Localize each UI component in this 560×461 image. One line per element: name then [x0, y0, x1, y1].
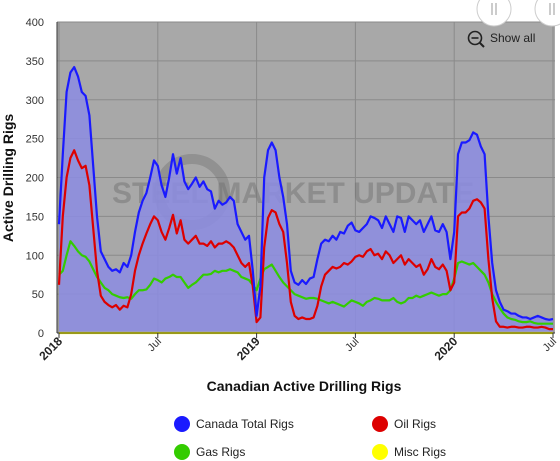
oil-rigs-line	[57, 149, 553, 331]
legend-item-misc-rigs[interactable]: Misc Rigs	[372, 444, 446, 460]
y-axis-title: Active Drilling Rigs	[0, 114, 16, 243]
zoom-out-icon-handle	[479, 42, 485, 48]
legend-label-canada-total-rigs: Canada Total Rigs	[196, 417, 294, 431]
x-tick-label: 2020	[432, 334, 461, 363]
x-axis-ticks: 2018 Jul 2019 Jul 2020 Jul	[36, 333, 559, 363]
range-handle-left[interactable]	[476, 0, 512, 27]
y-tick-label: 150	[26, 211, 44, 223]
y-tick-label: 400	[26, 17, 44, 29]
x-tick-label: 2019	[234, 334, 263, 363]
legend: Canada Total Rigs Oil Rigs Gas Rigs Misc…	[174, 416, 446, 460]
legend-label-gas-rigs: Gas Rigs	[196, 445, 245, 459]
x-tick-label: Jul	[145, 336, 163, 354]
legend-marker-gas-rigs	[174, 444, 190, 460]
x-axis-title: Canadian Active Drilling Rigs	[207, 378, 402, 394]
legend-marker-misc-rigs	[372, 444, 388, 460]
show-all-button[interactable]: Show all	[467, 30, 536, 48]
y-tick-label: 200	[26, 173, 44, 185]
show-all-label: Show all	[490, 31, 535, 45]
y-tick-label: 50	[32, 289, 44, 301]
canada-total-rigs-line	[57, 65, 554, 321]
range-handle-right[interactable]	[534, 0, 560, 27]
gas-rigs-line	[58, 240, 553, 325]
y-tick-label: 350	[26, 56, 44, 68]
x-tick-label: Jul	[541, 336, 559, 354]
y-tick-label: 250	[26, 134, 44, 146]
zoom-out-icon	[467, 30, 483, 46]
y-tick-label: 300	[26, 95, 44, 107]
x-tick-label: Jul	[343, 336, 361, 354]
legend-item-gas-rigs[interactable]: Gas Rigs	[174, 444, 245, 460]
legend-label-oil-rigs: Oil Rigs	[394, 417, 436, 431]
legend-item-oil-rigs[interactable]: Oil Rigs	[372, 416, 436, 432]
range-handle-left-knob	[476, 0, 512, 27]
legend-marker-oil-rigs	[372, 416, 388, 432]
legend-marker-canada-total-rigs	[174, 416, 190, 432]
y-tick-label: 0	[38, 328, 44, 340]
y-tick-label: 100	[26, 250, 44, 262]
legend-label-misc-rigs: Misc Rigs	[394, 445, 446, 459]
legend-item-canada-total-rigs[interactable]: Canada Total Rigs	[174, 416, 294, 432]
y-axis-ticks: 0 50 100 150 200 250 300 350 400	[26, 17, 44, 340]
